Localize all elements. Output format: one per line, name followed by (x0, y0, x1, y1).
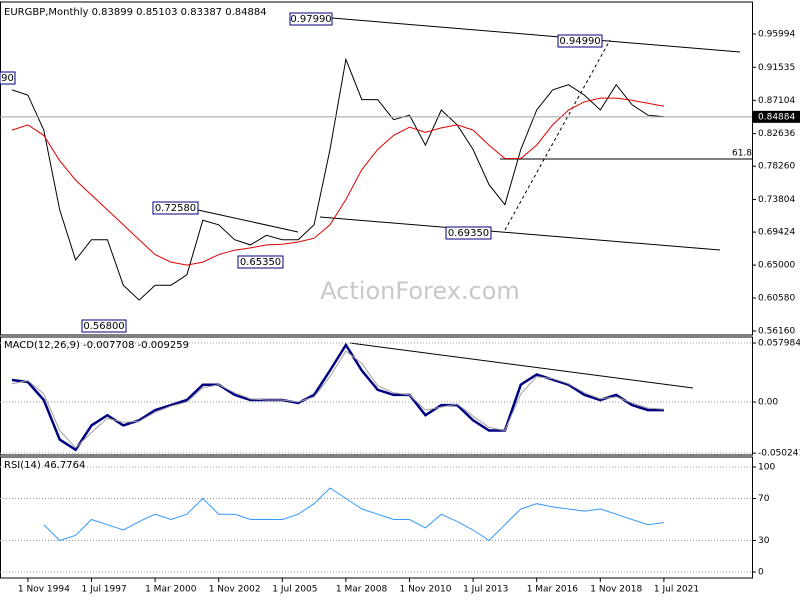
y-tick-label: 0.56160 (758, 326, 795, 336)
trend-line (331, 17, 741, 53)
y-tick-label: -0.050241 (758, 449, 800, 459)
annotation-label: 0.72580 (155, 203, 196, 214)
y-tick-label: 0.65000 (758, 261, 795, 271)
chart-title: EURGBP,Monthly 0.83899 0.85103 0.83387 0… (4, 7, 267, 18)
series-line (11, 342, 664, 452)
annotation-label: 0.94990 (559, 36, 600, 47)
x-tick-label: 1 Jul 1997 (82, 585, 127, 595)
trend-line (319, 216, 721, 251)
trend-lines (197, 17, 752, 389)
annotation-label: 0.69350 (448, 228, 489, 239)
x-tick-label: 1 Nov 2010 (400, 585, 452, 595)
series-line (11, 350, 664, 449)
y-tick-label: 0.69424 (758, 228, 795, 238)
y-tick-label: 30 (758, 536, 770, 546)
y-tick-label: 0.91535 (758, 63, 795, 73)
annotation-box (237, 255, 284, 269)
y-tick-label: 100 (758, 462, 775, 472)
trend-line (349, 342, 694, 389)
y-tick-label: 0.82636 (758, 129, 795, 139)
y-tick-label: 0.60580 (758, 294, 795, 304)
annotation-label: 0.65350 (240, 257, 281, 268)
annotation-box (289, 12, 333, 26)
current-price-box (753, 110, 800, 123)
series-line (11, 97, 664, 266)
x-tick-label: 1 Mar 2016 (527, 585, 579, 595)
y-tick-label: 0 (758, 568, 764, 578)
y-tick-label: 0.73804 (758, 195, 795, 205)
y-tick-label: 0.87104 (758, 96, 795, 106)
series-line (11, 57, 664, 301)
current-price-label: 0.84884 (758, 112, 795, 122)
y-tick-label: 0.057984 (758, 339, 800, 349)
annotation-box (445, 226, 492, 240)
x-tick-label: 1 Nov 1994 (18, 585, 70, 595)
annotation-label: 0.97990 (290, 14, 331, 25)
panel-frame (0, 336, 753, 456)
x-tick-label: 1 Jul 2013 (463, 585, 508, 595)
x-tick-label: 1 Jul 2021 (654, 585, 699, 595)
y-tick-label: 0.00 (758, 398, 778, 408)
x-tick-label: 1 Nov 2002 (209, 585, 261, 595)
trend-line (197, 209, 299, 233)
series-line (43, 487, 664, 542)
annotation-box (0, 71, 16, 85)
annotation-box (81, 319, 127, 333)
watermark: ActionForex.com (320, 277, 520, 305)
x-tick-label: 1 Jul 2005 (272, 585, 317, 595)
fib-label: 61.8 (732, 149, 752, 159)
y-tick-label: 0.95994 (758, 30, 795, 40)
y-tick-label: 70 (758, 494, 770, 504)
x-tick-label: 1 Mar 2008 (336, 585, 388, 595)
y-tick-label: 0.78260 (758, 162, 795, 172)
annotation-label: 0.56800 (83, 321, 124, 332)
trend-line (504, 39, 611, 231)
x-tick-label: 1 Mar 2000 (145, 585, 197, 595)
panel-frame (0, 1, 753, 336)
annotation-box (557, 34, 603, 48)
annotation-box (152, 201, 199, 215)
panel-title: RSI(14) 46.7764 (4, 460, 85, 471)
panel-title: MACD(12,26,9) -0.007708 -0.009259 (4, 340, 189, 351)
annotation-label: 90 (1, 73, 14, 84)
x-tick-label: 1 Nov 2018 (590, 585, 642, 595)
